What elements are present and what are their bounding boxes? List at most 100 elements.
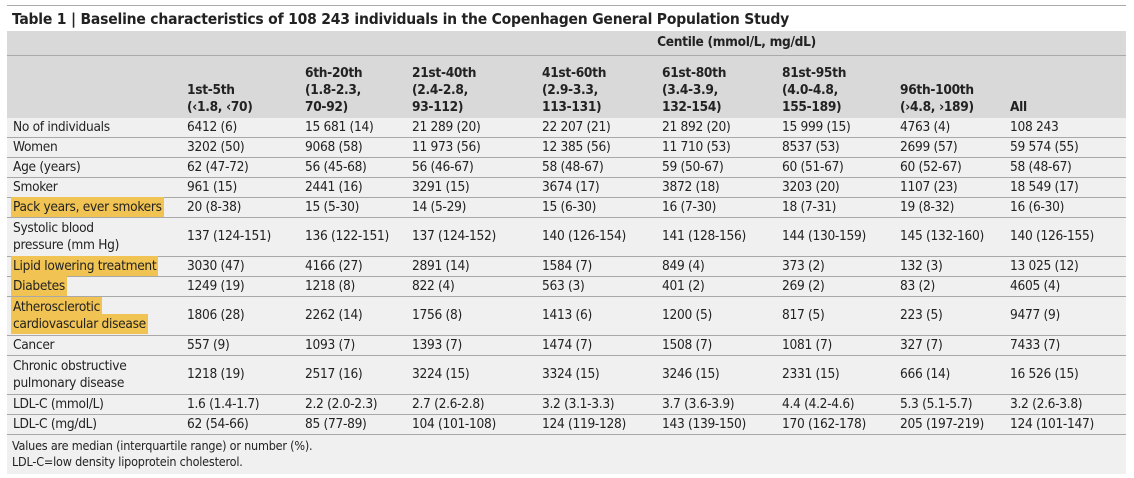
column-header-line: 96th-100th (900, 81, 974, 98)
column-header-line: 41st-60th (542, 64, 607, 81)
table-cell: 3030 (47) (187, 256, 305, 277)
table-cell: 12 385 (56) (542, 137, 662, 158)
table-cell: 4605 (4) (1010, 276, 1126, 297)
row-label: Lipid lowering treatment (7, 256, 187, 277)
table-cell: 1249 (19) (187, 276, 305, 297)
column-header-line: 61st-80th (662, 64, 727, 81)
table-cell: 1107 (23) (900, 177, 1010, 198)
table-cell: 136 (122-151) (305, 217, 412, 257)
row-label: Age (years) (7, 157, 187, 178)
table-cell: 11 973 (56) (412, 137, 542, 158)
table-cell: 3202 (50) (187, 137, 305, 158)
table-cell: 3203 (20) (782, 177, 900, 198)
row-label: LDL-C (mmol/L) (7, 394, 187, 415)
table-cell: 19 (8-32) (900, 197, 1010, 218)
table-cell: 3324 (15) (542, 355, 662, 395)
row-label-line: Age (years) (13, 158, 81, 175)
table-cell: 1093 (7) (305, 335, 412, 356)
table-row: LDL-C (mmol/L) 1.6 (1.4-1.7) 2.2 (2.0-2.3)… (7, 394, 1126, 415)
row-label-line: pressure (mm Hg) (13, 236, 120, 253)
table-row: Diabetes 1249 (19) 1218 (8) 822 (4) 563 (3) 4… (7, 276, 1126, 297)
row-label-line: Smoker (13, 178, 58, 195)
baseline-table: Centile (mmol/L, mg/dL) 1st-5th (‹1.8, ‹7… (7, 31, 1126, 435)
column-header-line: (2.4-2.8, (412, 81, 468, 98)
table-cell: 1081 (7) (782, 335, 900, 356)
table-cell: 16 526 (15) (1010, 355, 1126, 395)
table-cell: 1393 (7) (412, 335, 542, 356)
row-label-line: LDL-C (mmol/L) (13, 395, 104, 412)
table-row: Atherosclerotic cardiovascular disease 180… (7, 296, 1126, 336)
row-label: No of individuals (7, 117, 187, 138)
table-cell: 1474 (7) (542, 335, 662, 356)
row-label: Smoker (7, 177, 187, 198)
row-label: Atherosclerotic cardiovascular disease (7, 296, 187, 336)
column-header: 61st-80th (3.4-3.9, 132-154) (662, 56, 782, 118)
row-label-line: Women (13, 138, 58, 155)
header-label-blank (7, 56, 187, 118)
table-cell: 2441 (16) (305, 177, 412, 198)
table-cell: 9068 (58) (305, 137, 412, 158)
column-header-line: 132-154) (662, 98, 722, 115)
footnote: Values are median (interquartile range) … (12, 437, 313, 453)
row-label: Systolic blood pressure (mm Hg) (7, 217, 187, 257)
group-header: Centile (mmol/L, mg/dL) (7, 31, 1126, 56)
table-cell: 3.2 (3.1-3.3) (542, 394, 662, 415)
table-cell: 4.4 (4.2-4.6) (782, 394, 900, 415)
table-row: Pack years, ever smokers 20 (8-38) 15 (5-3… (7, 197, 1126, 218)
table-cell: 60 (51-67) (782, 157, 900, 178)
column-header-line: All (1010, 98, 1027, 115)
table-cell: 140 (126-154) (542, 217, 662, 257)
table-cell: 269 (2) (782, 276, 900, 297)
table-cell: 2699 (57) (900, 137, 1010, 158)
column-header-line: 6th-20th (305, 64, 363, 81)
table-cell: 15 999 (15) (782, 117, 900, 138)
table-cell: 13 025 (12) (1010, 256, 1126, 277)
table-cell: 16 (7-30) (662, 197, 782, 218)
table-cell: 15 681 (14) (305, 117, 412, 138)
column-header: 21st-40th (2.4-2.8, 93-112) (412, 56, 542, 118)
table-cell: 56 (45-68) (305, 157, 412, 178)
table-cell: 373 (2) (782, 256, 900, 277)
footnotes: Values are median (interquartile range) … (7, 435, 1126, 474)
row-label: Pack years, ever smokers (7, 197, 187, 218)
column-header-line: 93-112) (412, 98, 464, 115)
table-cell: 223 (5) (900, 296, 1010, 336)
row-label: Cancer (7, 335, 187, 356)
column-header-line: 1st-5th (187, 81, 235, 98)
table-cell: 15 (5-30) (305, 197, 412, 218)
row-label-line: Atherosclerotic (13, 299, 101, 315)
table-cell: 1.6 (1.4-1.7) (187, 394, 305, 415)
table-cell: 849 (4) (662, 256, 782, 277)
table-cell: 143 (139-150) (662, 414, 782, 435)
table-cell: 3.2 (2.6-3.8) (1010, 394, 1126, 415)
table-cell: 3.7 (3.6-3.9) (662, 394, 782, 415)
table-cell: 18 549 (17) (1010, 177, 1126, 198)
table-row: Lipid lowering treatment 3030 (47) 4166 (2… (7, 256, 1126, 277)
table-cell: 1218 (8) (305, 276, 412, 297)
table-cell: 14 (5-29) (412, 197, 542, 218)
table-cell: 144 (130-159) (782, 217, 900, 257)
table-cell: 108 243 (1010, 117, 1126, 138)
table-cell: 170 (162-178) (782, 414, 900, 435)
column-header: 81st-95th (4.0-4.8, 155-189) (782, 56, 900, 118)
table-cell: 1584 (7) (542, 256, 662, 277)
table-cell: 401 (2) (662, 276, 782, 297)
table-cell: 2891 (14) (412, 256, 542, 277)
table-cell: 4166 (27) (305, 256, 412, 277)
row-label: Women (7, 137, 187, 158)
column-header-line: (2.9-3.3, (542, 81, 598, 98)
column-header-line: (1.8-2.3, (305, 81, 361, 98)
table-cell: 140 (126-155) (1010, 217, 1126, 257)
table-cell: 132 (3) (900, 256, 1010, 277)
table-cell: 83 (2) (900, 276, 1010, 297)
column-header-line: (4.0-4.8, (782, 81, 838, 98)
column-header-line: 113-131) (542, 98, 602, 115)
table-cell: 327 (7) (900, 335, 1010, 356)
table-cell: 59 (50-67) (662, 157, 782, 178)
table-cell: 62 (47-72) (187, 157, 305, 178)
row-label-line: Cancer (13, 336, 55, 353)
column-header-line: (3.4-3.9, (662, 81, 718, 98)
table-cell: 5.3 (5.1-5.7) (900, 394, 1010, 415)
table-cell: 18 (7-31) (782, 197, 900, 218)
table-cell: 145 (132-160) (900, 217, 1010, 257)
